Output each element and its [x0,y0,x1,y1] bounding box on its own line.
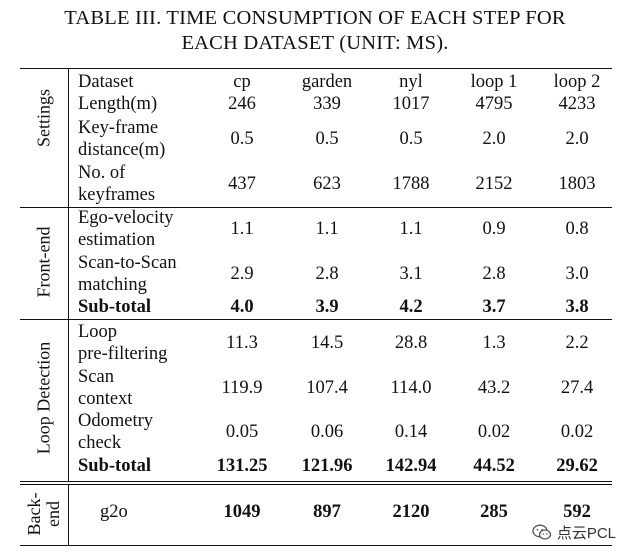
table-cell: 0.9 [482,219,506,239]
header-column: loop 1 [470,72,518,92]
table-cell: 0.02 [560,422,594,442]
watermark-text: 点云PCL [556,525,616,542]
table-cell: 2.8 [315,264,339,284]
row-label-ego-velocity-2: estimation [78,230,156,250]
table-cell: 3.9 [315,297,339,317]
row-label-num-keyframes-2: keyframes [78,185,156,205]
table-cell: 0.05 [225,422,259,442]
table-cell: 1.3 [482,333,506,353]
table-cell: 4795 [475,94,513,114]
table-cell: 4233 [558,94,596,114]
caption-line-1: TABLE III. TIME CONSUMPTION OF EACH STEP… [64,7,566,29]
header-column: cp [233,72,251,92]
row-label-keyframe-distance-2: distance(m) [78,140,166,160]
row-label-loop-prefilter-2: pre-filtering [78,344,168,364]
row-label-num-keyframes-1: No. of [78,163,126,183]
header-dataset-label: Dataset [78,72,134,92]
row-label-scan-to-scan-1: Scan-to-Scan [78,253,177,273]
header-column: nyl [399,72,423,92]
table-cell: 623 [313,174,341,194]
table-cell: 339 [313,94,341,114]
row-label-frontend-subtotal: Sub-total [78,297,151,317]
table-cell: 1803 [558,174,596,194]
table-cell: 14.5 [310,333,344,353]
watermark: 点云PCL [529,522,618,543]
row-label-scan-context-1: Scan [78,367,114,387]
table-cell: 437 [228,174,256,194]
top-rule [20,68,612,69]
table-cell: 2.8 [482,264,506,284]
section-divider-frontend [20,207,612,208]
table-cell: 0.8 [565,219,589,239]
header-column: garden [301,72,353,92]
section-divider-backend-1 [20,481,612,482]
table-cell: 897 [313,502,341,522]
table-cell: 0.5 [230,129,254,149]
row-label-scan-context-2: context [78,389,133,409]
table-cell: 1.1 [230,219,254,239]
table-cell: 0.5 [399,129,423,149]
table-cell: 11.3 [226,333,258,353]
row-label-g2o: g2o [100,502,128,522]
table-cell: 1049 [223,502,261,522]
table-cell: 1788 [392,174,430,194]
table-cell: 3.0 [565,264,589,284]
table-cell: 131.25 [216,456,268,476]
section-label-backend-line-2: end [43,501,63,528]
table-cell: 121.96 [301,456,353,476]
row-label-odometry-check-2: check [78,433,122,453]
caption-line-2: EACH DATASET (UNIT: MS). [181,32,449,54]
table-cell: 2.9 [230,264,254,284]
table-cell: 246 [228,94,256,114]
section-label-loop-detection: Loop Detection [33,341,54,455]
table-cell: 119.9 [221,378,263,398]
table-cell: 27.4 [560,378,594,398]
section-label-frontend: Front-end [33,226,54,298]
table-cell: 592 [563,502,591,522]
row-label-loop-prefilter-1: Loop [78,322,118,342]
table-cell: 4.2 [399,297,423,317]
table-cell: 2120 [392,502,430,522]
table-cell: 3.1 [399,264,423,284]
section-label-backend-line-1: Back- [24,492,44,536]
table-cell: 0.02 [477,422,511,442]
table-cell: 2.0 [482,129,506,149]
table-cell: 2.0 [565,129,589,149]
table-cell: 0.06 [310,422,344,442]
table-cell: 2.2 [565,333,589,353]
section-label-settings: Settings [33,88,54,148]
section-label-divider [68,68,69,481]
table-cell: 3.7 [482,297,506,317]
table-cell: 4.0 [230,297,254,317]
table-cell: 28.8 [394,333,428,353]
section-label-divider-backend [68,484,69,545]
row-label-keyframe-distance-1: Key-frame [78,118,159,138]
table-cell: 285 [480,502,508,522]
row-label-odometry-check-1: Odometry [78,411,154,431]
table-cell: 3.8 [565,297,589,317]
row-label-length: Length(m) [78,94,158,114]
section-label-backend: Back- end [24,492,63,536]
table-cell: 114.0 [390,378,432,398]
header-column: loop 2 [553,72,601,92]
table-cell: 43.2 [477,378,511,398]
row-label-scan-to-scan-2: matching [78,275,147,295]
table-cell: 2152 [475,174,513,194]
row-label-ego-velocity-1: Ego-velocity [78,208,174,228]
table-cell: 0.14 [394,422,428,442]
table-cell: 1017 [392,94,430,114]
table-cell: 107.4 [306,378,348,398]
table-cell: 1.1 [399,219,423,239]
section-divider-loop [20,319,612,320]
section-divider-backend-2 [20,484,612,485]
table-caption: TABLE III. TIME CONSUMPTION OF EACH STEP… [0,6,630,56]
wechat-icon [532,524,552,541]
bottom-rule [20,545,612,546]
table-cell: 44.52 [473,456,515,476]
row-label-loop-subtotal: Sub-total [78,456,151,476]
table-cell: 1.1 [315,219,339,239]
table-cell: 142.94 [385,456,437,476]
table-cell: 29.62 [556,456,598,476]
table-cell: 0.5 [315,129,339,149]
